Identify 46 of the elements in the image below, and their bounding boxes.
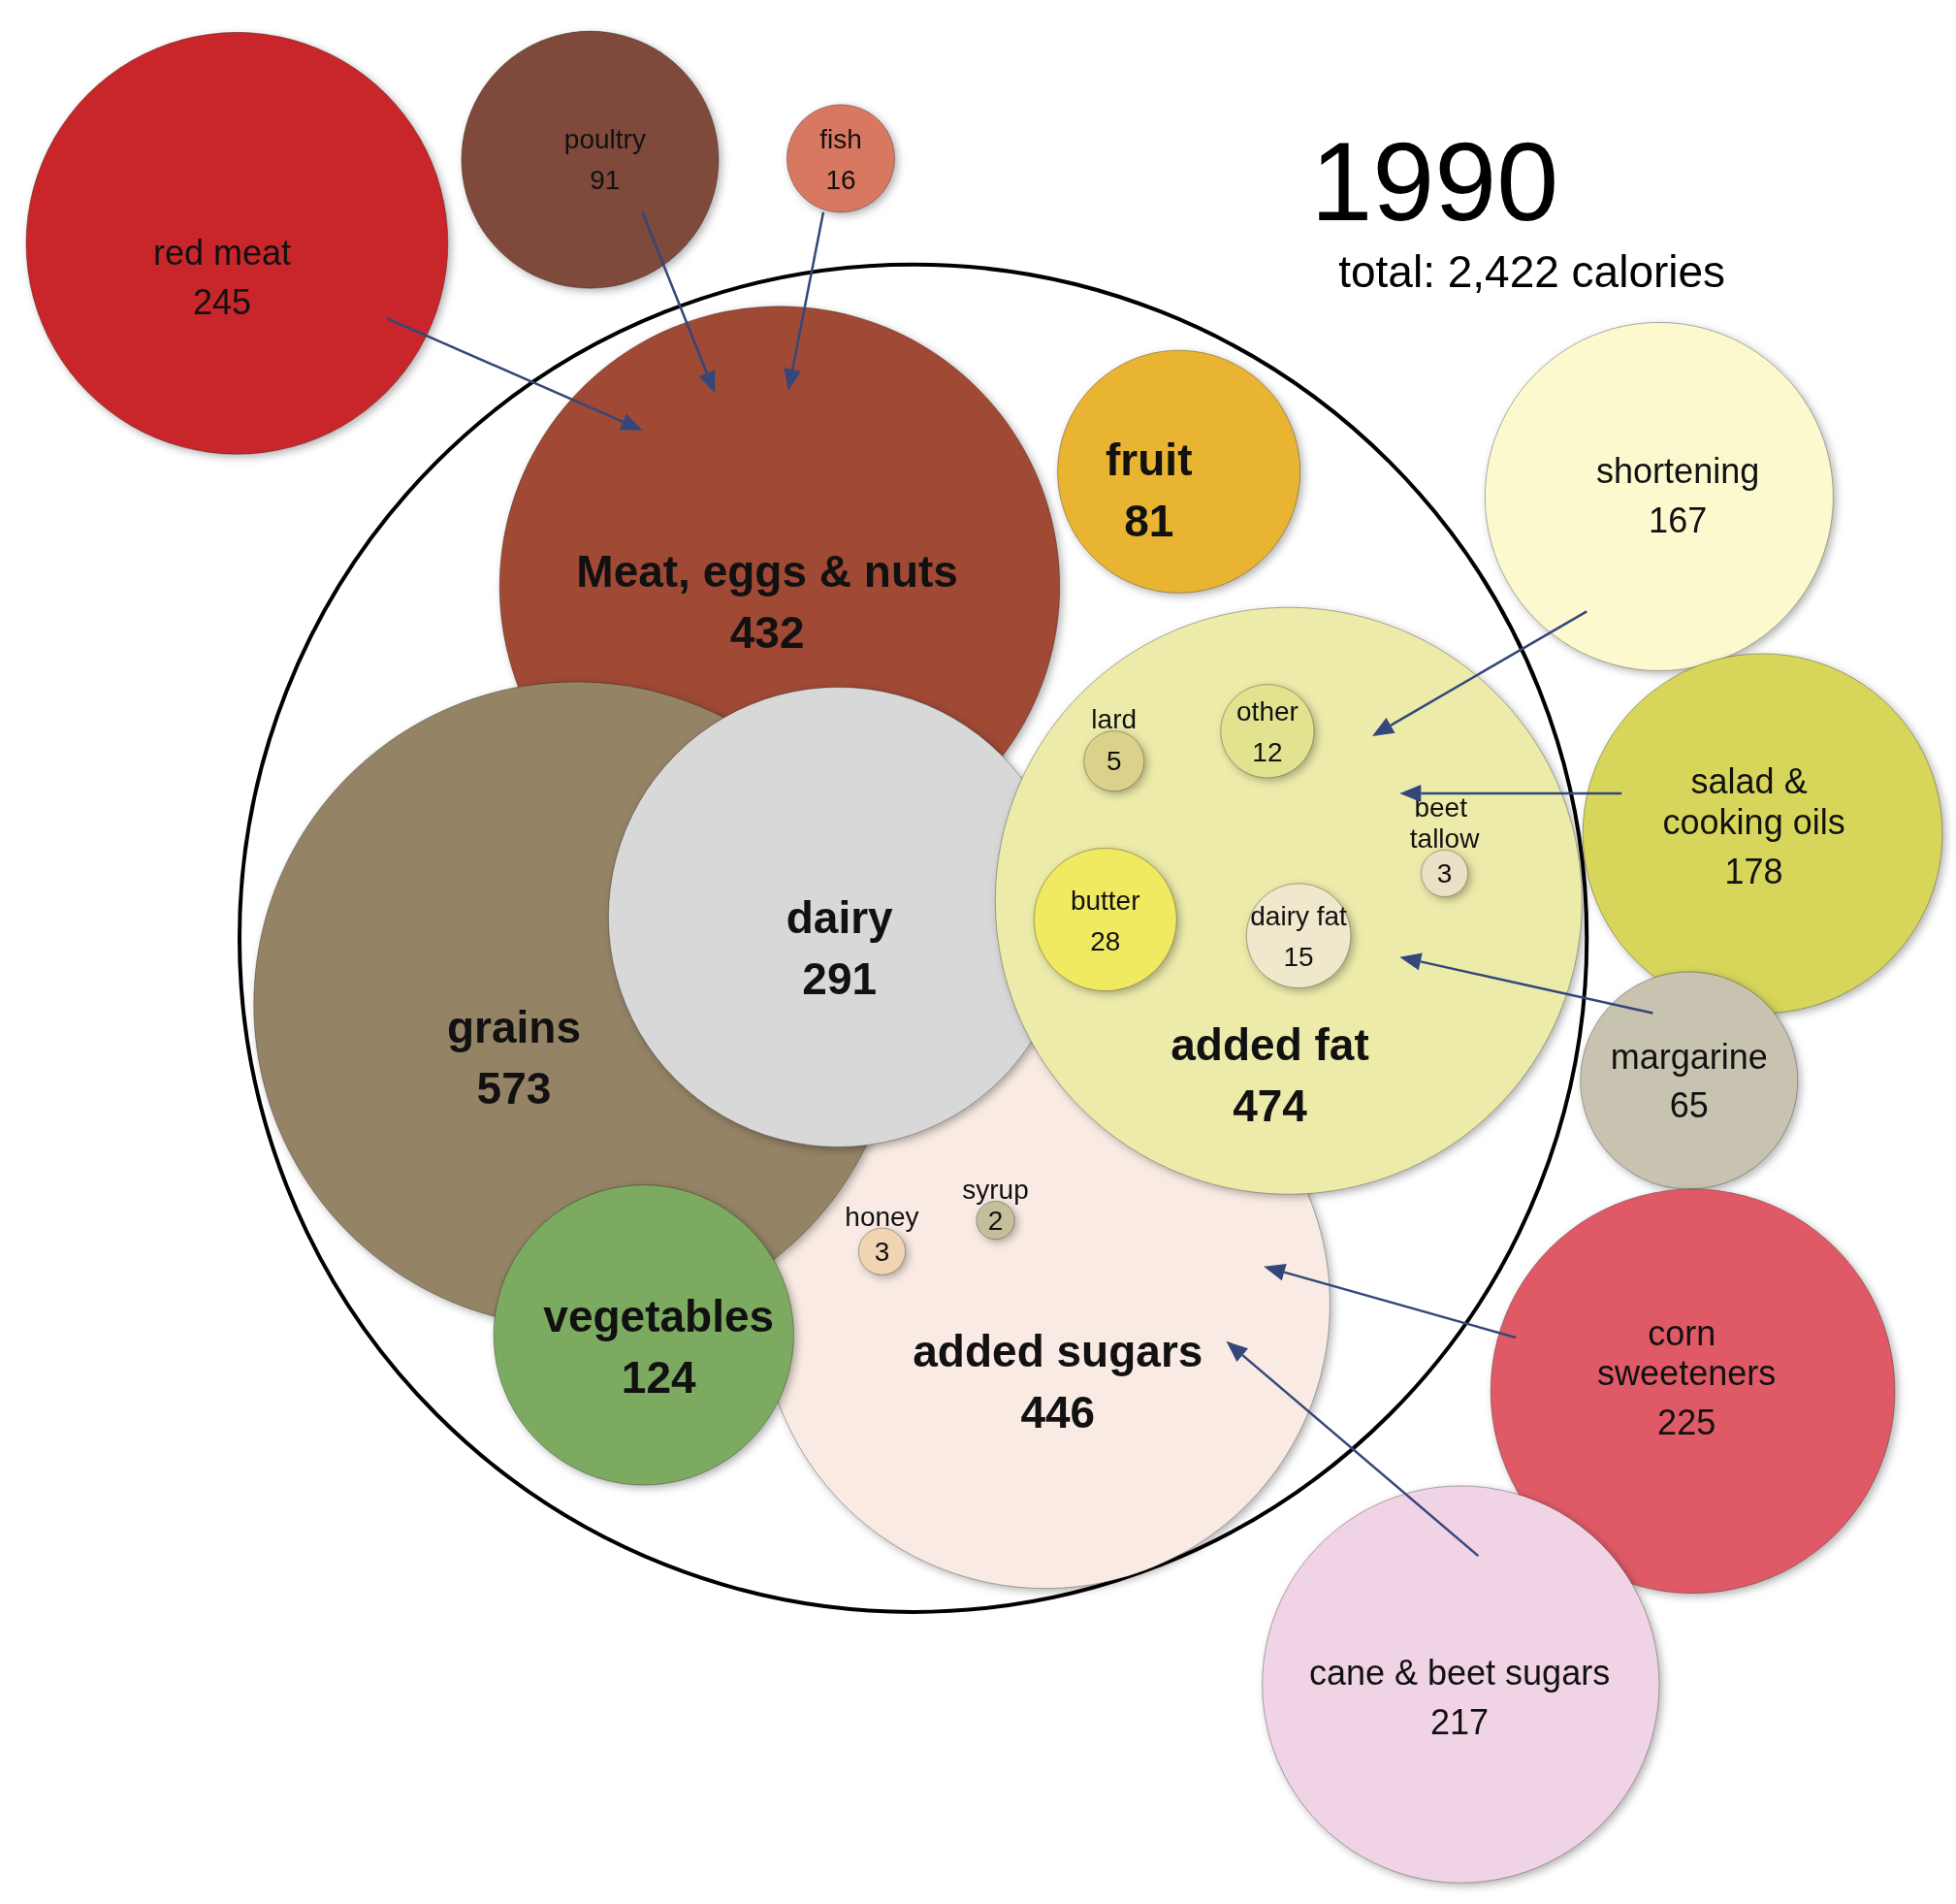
data-label: 65 [1669, 1085, 1709, 1126]
category-label: syrup [962, 1174, 1029, 1205]
data-label: 3 [874, 1236, 890, 1267]
category-label: Meat, eggs & nuts [576, 546, 958, 597]
category-label: vegetables [543, 1291, 775, 1342]
data-label: 16 [825, 164, 856, 195]
data-label: 5 [1106, 746, 1122, 777]
data-label: 245 [192, 282, 252, 323]
data-label: 2 [987, 1205, 1004, 1236]
category-label: dairy fat [1250, 901, 1348, 932]
data-label: 167 [1649, 500, 1708, 541]
category-label: added sugars [913, 1326, 1203, 1377]
data-label: 15 [1283, 942, 1314, 973]
category-label: added fat [1170, 1018, 1369, 1070]
text: 1990 [1310, 118, 1559, 243]
data-label: 12 [1252, 737, 1283, 768]
category-label: lard [1091, 704, 1138, 735]
data-label: 446 [1020, 1387, 1096, 1438]
category-label: shortening [1596, 451, 1760, 492]
category-label: dairy [786, 891, 894, 943]
data-label: 124 [621, 1352, 696, 1404]
data-label: 573 [476, 1062, 552, 1113]
data-label: 28 [1090, 925, 1121, 956]
data-label: 291 [802, 952, 878, 1004]
text: total: 2,422 calories [1338, 246, 1726, 298]
category-label: fruit [1106, 434, 1193, 485]
data-label: 91 [590, 164, 621, 195]
category-label: red meat [152, 233, 292, 274]
data-label: 178 [1724, 851, 1783, 891]
category-label: fish [819, 123, 862, 154]
data-label: 474 [1233, 1080, 1308, 1131]
data-label: 81 [1124, 495, 1174, 546]
data-label: 432 [729, 607, 805, 659]
category-label: poultry [563, 123, 646, 154]
category-label: honey [845, 1201, 919, 1232]
category-label: butter [1070, 885, 1140, 916]
category-label: other [1236, 696, 1299, 727]
category-label: margarine [1610, 1036, 1768, 1077]
category-label: grains [446, 1001, 581, 1052]
data-label: 3 [1436, 857, 1453, 888]
data-label: 217 [1429, 1701, 1490, 1742]
category-label: cane & beet sugars [1308, 1653, 1611, 1694]
category-label: corn sweeteners [1597, 1312, 1777, 1394]
data-label: 225 [1657, 1403, 1716, 1443]
category-label: beet tallow [1409, 791, 1481, 854]
category-label: salad & cooking oils [1662, 761, 1845, 842]
